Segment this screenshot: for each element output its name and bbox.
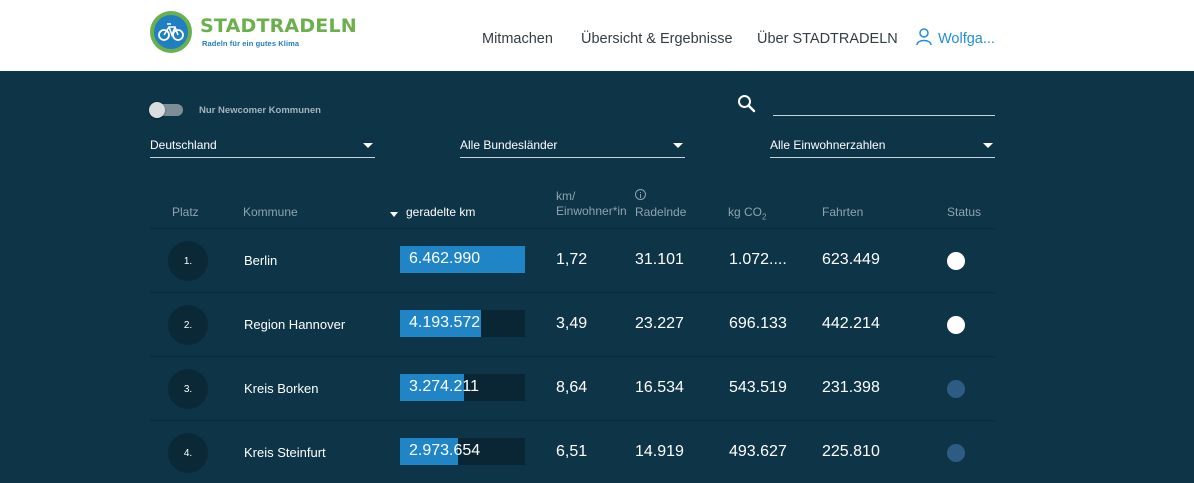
brand-tagline: Radeln für ein gutes Klima	[202, 39, 300, 48]
column-header-km-per-resident-line1: km/	[556, 189, 576, 203]
stadtradeln-logo-icon[interactable]	[150, 11, 192, 53]
km-bar: 4.193.572	[400, 310, 525, 337]
nav-mitmachen[interactable]: Mitmachen	[482, 31, 553, 47]
km-bar-fill	[400, 438, 458, 465]
status-indicator	[947, 444, 965, 462]
km-bar: 3.274.211	[400, 374, 525, 401]
table-row[interactable]: 2. Region Hannover 4.193.572 3,49 23.227…	[150, 292, 995, 355]
co2-value: 543.519	[729, 379, 787, 396]
co2-value: 696.133	[729, 315, 787, 332]
column-header-status[interactable]: Status	[947, 205, 982, 219]
search-input[interactable]	[773, 94, 995, 116]
status-indicator	[947, 252, 965, 270]
riders-value: 14.919	[635, 443, 684, 460]
column-header-radelnde[interactable]: Radelnde	[635, 205, 687, 219]
km-bar: 6.462.990	[400, 246, 525, 273]
newcomer-toggle[interactable]	[149, 102, 183, 118]
table-row[interactable]: 4. Kreis Steinfurt 2.973.654 6,51 14.919…	[150, 420, 995, 483]
user-menu[interactable]: Wolfga...	[916, 28, 995, 47]
trips-value: 623.449	[822, 251, 880, 268]
km-per-resident-value: 1,72	[556, 251, 588, 268]
km-per-resident-value: 3,49	[556, 315, 588, 332]
population-select-value: Alle Einwohnerzahlen	[770, 138, 886, 152]
nav-ueber-stadtradeln[interactable]: Über STADTRADELN	[757, 31, 898, 47]
km-bar-fill	[400, 310, 482, 337]
chevron-down-icon	[983, 143, 993, 148]
rank-badge: 2.	[168, 305, 208, 345]
riders-value: 31.101	[635, 251, 684, 268]
kommune-name[interactable]: Berlin	[244, 253, 278, 268]
trips-value: 231.398	[822, 379, 880, 396]
toggle-knob	[149, 102, 165, 118]
rank-badge: 3.	[168, 369, 208, 409]
user-name: Wolfga...	[938, 31, 995, 47]
km-value: 3.274.211	[409, 378, 479, 395]
kommune-name[interactable]: Kreis Borken	[244, 381, 319, 396]
trips-value: 225.810	[822, 443, 880, 460]
population-select[interactable]: Alle Einwohnerzahlen	[770, 136, 995, 158]
km-bar-fill	[400, 374, 464, 401]
table-row[interactable]: 3. Kreis Borken 3.274.211 8,64 16.534 54…	[150, 356, 995, 419]
country-select-value: Deutschland	[150, 138, 217, 152]
user-icon	[916, 28, 932, 46]
newcomer-toggle-label: Nur Newcomer Kommunen	[199, 105, 321, 116]
co2-subscript: 2	[762, 212, 767, 222]
column-header-platz[interactable]: Platz	[172, 205, 199, 219]
column-header-co2[interactable]: kg CO2	[728, 205, 766, 224]
country-select[interactable]: Deutschland	[150, 136, 375, 158]
riders-value: 16.534	[635, 379, 684, 396]
km-bar-fill	[400, 246, 525, 273]
brand-title[interactable]: STADTRADELN	[200, 15, 357, 37]
co2-value: 1.072....	[729, 251, 787, 268]
km-value: 4.193.572	[409, 314, 481, 331]
kommune-name[interactable]: Region Hannover	[244, 317, 346, 332]
state-select-value: Alle Bundesländer	[460, 138, 558, 152]
table-row[interactable]: 1. Berlin 6.462.990 1,72 31.101 1.072...…	[150, 228, 995, 291]
rank-badge: 4.	[168, 433, 208, 473]
search-icon[interactable]	[737, 94, 756, 113]
bicycle-icon	[154, 15, 188, 49]
status-indicator	[947, 380, 965, 398]
km-per-resident-value: 8,64	[556, 379, 588, 396]
chevron-down-icon	[673, 143, 683, 148]
co2-label: kg CO	[728, 205, 763, 219]
riders-value: 23.227	[635, 315, 684, 332]
kommune-name[interactable]: Kreis Steinfurt	[244, 445, 326, 460]
sort-desc-icon[interactable]	[390, 212, 398, 217]
site-header: STADTRADELN Radeln für ein gutes Klima M…	[0, 0, 1194, 71]
column-header-km-per-resident[interactable]: km/ Einwohner*in	[556, 189, 627, 219]
km-value: 2.973.654	[409, 442, 481, 459]
km-bar: 2.973.654	[400, 438, 525, 465]
column-header-fahrten[interactable]: Fahrten	[822, 205, 864, 219]
column-header-km-per-resident-line2: Einwohner*in	[556, 204, 627, 218]
rank-badge: 1.	[168, 241, 208, 281]
co2-value: 493.627	[729, 443, 787, 460]
km-per-resident-value: 6,51	[556, 443, 588, 460]
chevron-down-icon	[363, 143, 373, 148]
state-select[interactable]: Alle Bundesländer	[460, 136, 685, 158]
status-indicator	[947, 316, 965, 334]
column-header-km[interactable]: geradelte km	[406, 205, 476, 219]
nav-uebersicht-ergebnisse[interactable]: Übersicht & Ergebnisse	[581, 31, 733, 47]
info-icon[interactable]	[635, 189, 646, 200]
trips-value: 442.214	[822, 315, 880, 332]
column-header-kommune[interactable]: Kommune	[243, 205, 298, 219]
km-value: 6.462.990	[409, 250, 481, 267]
